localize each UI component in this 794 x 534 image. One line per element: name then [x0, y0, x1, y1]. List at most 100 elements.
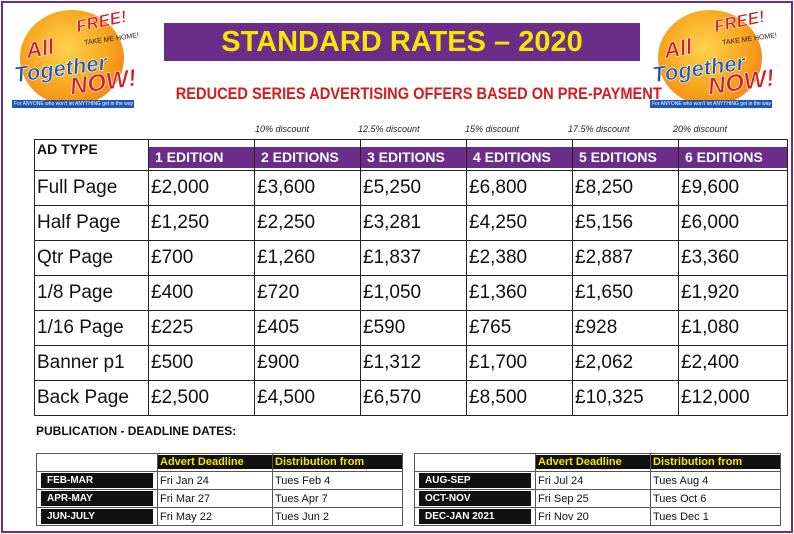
- page-subtitle: REDUCED SERIES ADVERTISING OFFERS BASED …: [175, 84, 662, 103]
- period-header: [414, 453, 536, 472]
- price-cell: £1,050: [360, 275, 467, 311]
- deadline-cell: Fri Nov 20: [535, 507, 651, 526]
- deadline-row: APR-MAY Fri Mar 27 Tues Apr 7: [36, 489, 403, 508]
- period-label: JUN-JULY: [41, 509, 153, 524]
- ad-type-header: AD TYPE: [34, 139, 149, 171]
- ad-type-label: AD TYPE: [37, 141, 98, 157]
- edition-label: 4 EDITIONS: [467, 147, 573, 168]
- period-label: OCT-NOV: [419, 491, 531, 506]
- rates-table: AD TYPE 1 EDITION 2 EDITIONS 3 EDITIONS …: [34, 139, 788, 416]
- rate-row: Back Page £2,500 £4,500 £6,570 £8,500 £1…: [34, 380, 788, 416]
- price-cell: £1,080: [678, 310, 788, 346]
- period-label: APR-MAY: [41, 491, 153, 506]
- deadline-cell: Fri Sep 25: [535, 489, 651, 508]
- price-cell: £3,600: [254, 170, 361, 206]
- rates-header-row: AD TYPE 1 EDITION 2 EDITIONS 3 EDITIONS …: [34, 139, 788, 171]
- ad-type-cell: Banner p1: [34, 345, 149, 381]
- edition-label: 2 EDITIONS: [255, 147, 361, 168]
- price-cell: £1,312: [360, 345, 467, 381]
- ad-type-cell: 1/16 Page: [34, 310, 149, 346]
- logo-tagline: For ANYONE who won't let ANYTHING get in…: [650, 100, 772, 108]
- logo-left: FREE! TAKE ME HOME! All Together NOW! Fo…: [12, 6, 139, 116]
- price-cell: £8,250: [572, 170, 679, 206]
- deadline-table-right: Advert Deadline Distribution from AUG-SE…: [414, 453, 781, 526]
- price-cell: £2,062: [572, 345, 679, 381]
- ad-type-cell: Half Page: [34, 205, 149, 241]
- edition-header: 2 EDITIONS: [254, 139, 361, 171]
- deadline-cell: Fri Jul 24: [535, 471, 651, 490]
- price-cell: £1,837: [360, 240, 467, 276]
- period-cell: APR-MAY: [36, 489, 158, 508]
- price-cell: £1,650: [572, 275, 679, 311]
- edition-header: 1 EDITION: [148, 139, 255, 171]
- deadline-row: FEB-MAR Fri Jan 24 Tues Feb 4: [36, 471, 403, 490]
- price-cell: £6,570: [360, 380, 467, 416]
- price-cell: £5,250: [360, 170, 467, 206]
- logo-tagline: For ANYONE who won't let ANYTHING get in…: [12, 100, 134, 108]
- rate-row: 1/16 Page £225 £405 £590 £765 £928 £1,08…: [34, 310, 788, 346]
- price-cell: £2,000: [148, 170, 255, 206]
- price-cell: £225: [148, 310, 255, 346]
- price-cell: £9,600: [678, 170, 788, 206]
- publication-heading: PUBLICATION - DEADLINE DATES:: [36, 424, 237, 438]
- period-header: [36, 453, 158, 472]
- period-label: DEC-JAN 2021: [419, 509, 531, 524]
- period-cell: DEC-JAN 2021: [414, 507, 536, 526]
- price-cell: £8,500: [466, 380, 573, 416]
- edition-header: 6 EDITIONS: [678, 139, 788, 171]
- price-cell: £405: [254, 310, 361, 346]
- deadline-row: JUN-JULY Fri May 22 Tues Jun 2: [36, 507, 403, 526]
- discount-label-2: 10% discount: [255, 124, 310, 134]
- distribution-header: Distribution from: [272, 453, 403, 472]
- price-cell: £1,920: [678, 275, 788, 311]
- ad-type-cell: Full Page: [34, 170, 149, 206]
- rate-row: Banner p1 £500 £900 £1,312 £1,700 £2,062…: [34, 345, 788, 381]
- edition-header: 4 EDITIONS: [466, 139, 573, 171]
- deadline-row: DEC-JAN 2021 Fri Nov 20 Tues Dec 1: [414, 507, 781, 526]
- deadline-cell: Fri May 22: [157, 507, 273, 526]
- distribution-cell: Tues Oct 6: [650, 489, 781, 508]
- period-label: FEB-MAR: [41, 473, 153, 488]
- distribution-cell: Tues Aug 4: [650, 471, 781, 490]
- deadline-header-row: Advert Deadline Distribution from: [414, 453, 781, 472]
- advert-deadline-label: Advert Deadline: [536, 455, 650, 469]
- price-cell: £10,325: [572, 380, 679, 416]
- deadline-header-row: Advert Deadline Distribution from: [36, 453, 403, 472]
- deadline-cell: Fri Mar 27: [157, 489, 273, 508]
- ad-type-cell: Qtr Page: [34, 240, 149, 276]
- discount-label-3: 12.5% discount: [358, 124, 420, 134]
- price-cell: £928: [572, 310, 679, 346]
- price-cell: £2,887: [572, 240, 679, 276]
- price-cell: £2,250: [254, 205, 361, 241]
- rate-row: 1/8 Page £400 £720 £1,050 £1,360 £1,650 …: [34, 275, 788, 311]
- distribution-cell: Tues Dec 1: [650, 507, 781, 526]
- period-cell: JUN-JULY: [36, 507, 158, 526]
- deadline-row: OCT-NOV Fri Sep 25 Tues Oct 6: [414, 489, 781, 508]
- price-cell: £2,500: [148, 380, 255, 416]
- distribution-label: Distribution from: [651, 455, 780, 469]
- edition-header: 5 EDITIONS: [572, 139, 679, 171]
- advert-deadline-label: Advert Deadline: [158, 455, 272, 469]
- price-cell: £1,250: [148, 205, 255, 241]
- price-cell: £3,281: [360, 205, 467, 241]
- starburst-icon: [20, 10, 124, 106]
- price-cell: £700: [148, 240, 255, 276]
- price-cell: £590: [360, 310, 467, 346]
- price-cell: £4,250: [466, 205, 573, 241]
- distribution-cell: Tues Feb 4: [272, 471, 403, 490]
- price-cell: £6,000: [678, 205, 788, 241]
- price-cell: £12,000: [678, 380, 788, 416]
- edition-label: 5 EDITIONS: [573, 147, 679, 168]
- price-cell: £2,380: [466, 240, 573, 276]
- price-cell: £1,360: [466, 275, 573, 311]
- distribution-header: Distribution from: [650, 453, 781, 472]
- distribution-label: Distribution from: [273, 455, 402, 469]
- price-cell: £720: [254, 275, 361, 311]
- edition-header: 3 EDITIONS: [360, 139, 467, 171]
- deadline-cell: Fri Jan 24: [157, 471, 273, 490]
- starburst-icon: [658, 10, 762, 106]
- price-cell: £1,700: [466, 345, 573, 381]
- edition-label: 3 EDITIONS: [361, 147, 467, 168]
- discount-label-6: 20% discount: [673, 124, 728, 134]
- edition-label: 1 EDITION: [149, 147, 255, 168]
